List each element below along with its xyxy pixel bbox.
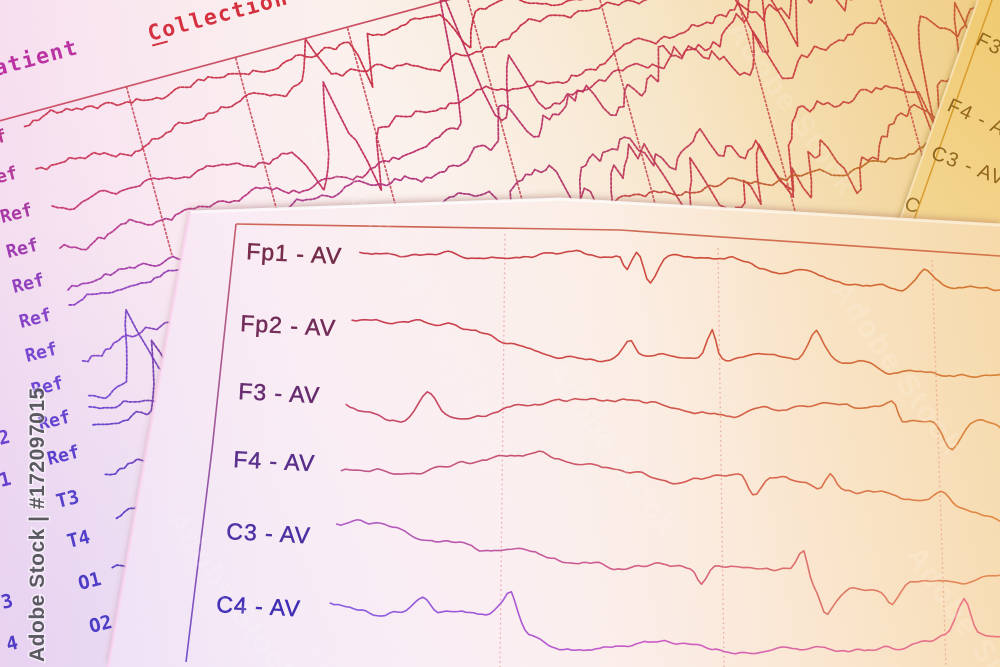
stock-id-watermark: Adobe Stock | #172097015	[26, 387, 49, 662]
